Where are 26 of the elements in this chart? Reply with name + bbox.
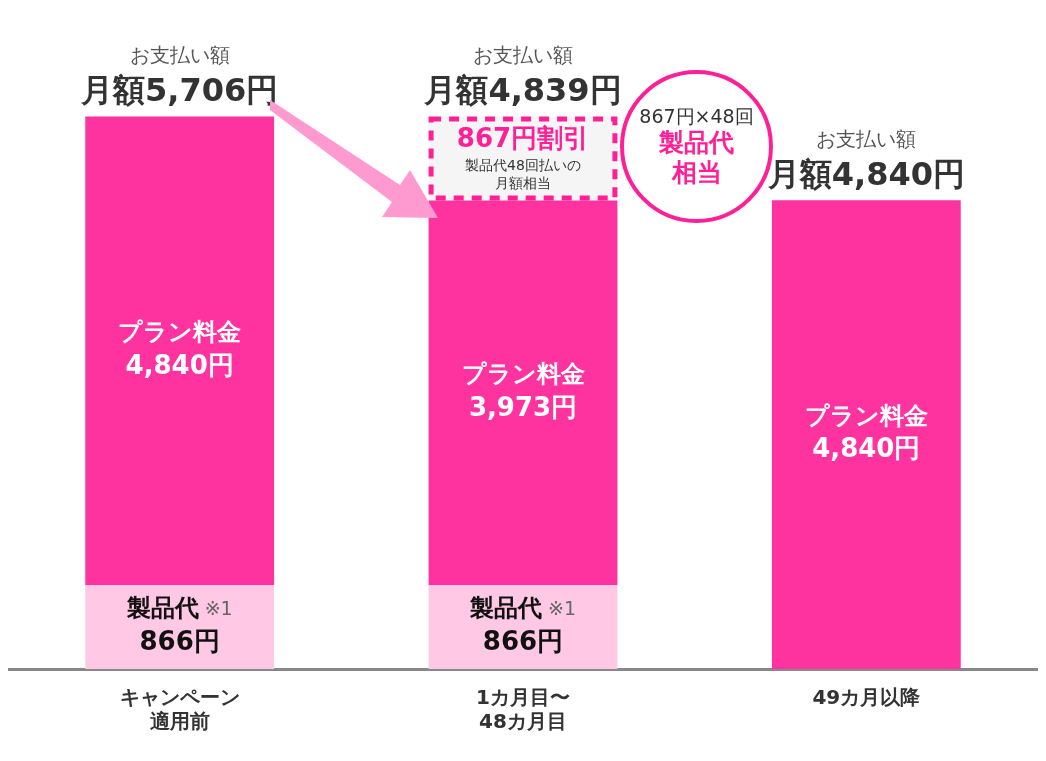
x-tick-label: 1カ月目〜48カ月目: [476, 685, 570, 734]
annotation: ※1: [541, 597, 577, 620]
annotation: 製品代相当: [658, 127, 735, 188]
annotation: 製品代48回払いの月額相当: [465, 157, 581, 192]
bar: [771, 200, 961, 669]
series-label: 製品代: [125, 594, 199, 623]
data-label: 4,840円: [125, 349, 234, 380]
bar: [85, 116, 275, 586]
annotation: ※1: [198, 597, 233, 620]
text: プラン料金: [804, 401, 928, 430]
data-label: 3,973円: [468, 391, 578, 422]
text: プラン料金: [461, 360, 585, 389]
annotation: お支払い額: [473, 42, 573, 67]
x-tick-label: 49カ月以降: [812, 685, 922, 710]
text: 製品代: [469, 594, 542, 623]
data-label: 867円割引: [456, 123, 590, 154]
data-label: 866円: [139, 625, 220, 656]
x-tick-label: キャンペーン適用前: [119, 685, 240, 734]
total-label: 月額5,706円: [80, 70, 279, 109]
total-label: 月額4,839円: [423, 70, 622, 109]
data-label: 4,840円: [812, 433, 921, 464]
annotation: お支払い額: [816, 126, 917, 151]
annotation: 867円×48回: [639, 105, 754, 128]
series-label: プラン料金: [118, 318, 242, 347]
annotation: お支払い額: [129, 42, 230, 67]
data-label: 866円: [482, 625, 564, 656]
